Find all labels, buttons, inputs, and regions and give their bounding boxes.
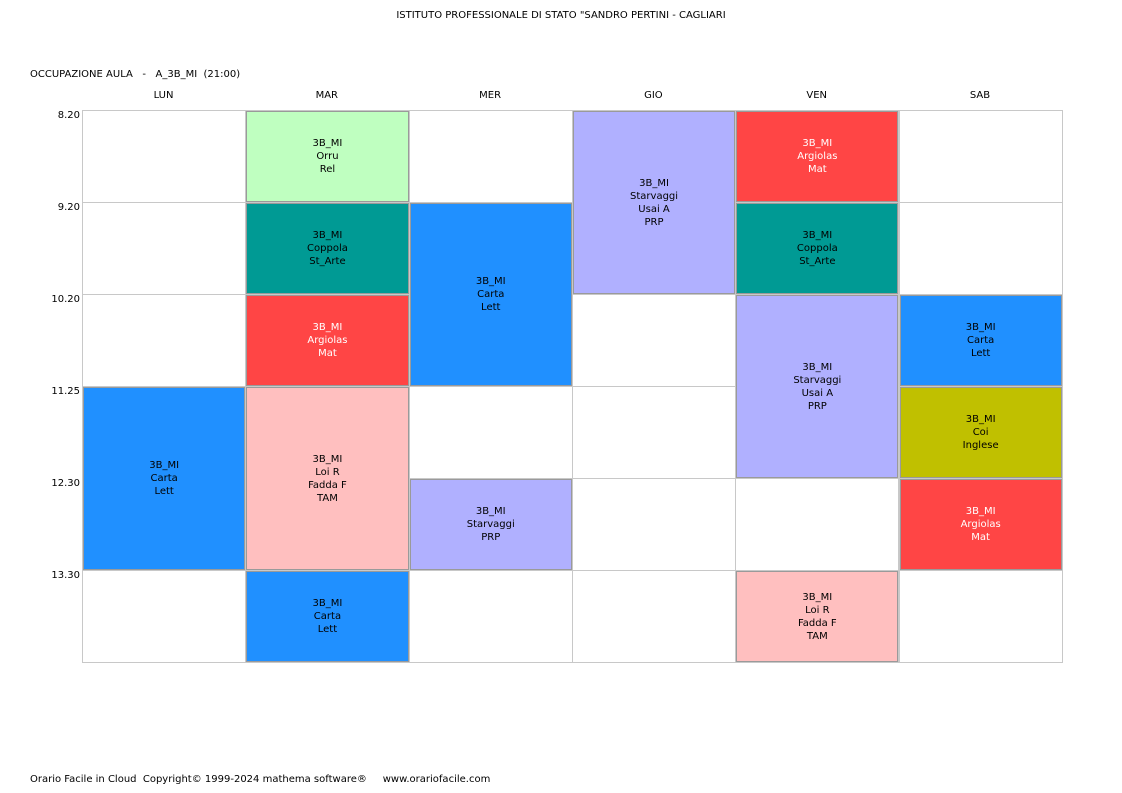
lesson-line: Starvaggi — [793, 374, 842, 386]
lesson-block: 3B_MI Carta Lett — [246, 571, 409, 662]
lesson-line: Carta — [967, 335, 995, 346]
day-header-gio: GIO — [644, 90, 663, 101]
time-label: 12.30 — [51, 478, 80, 489]
empty-slot — [82, 202, 247, 295]
empty-slot — [82, 294, 247, 387]
lesson-line: Coppola — [796, 243, 838, 254]
lesson-line: Lett — [154, 486, 174, 497]
lesson-line: 3B_MI — [965, 506, 996, 517]
lesson-line: Starvaggi — [466, 519, 515, 530]
lesson-line: 3B_MI — [639, 177, 669, 189]
empty-slot — [82, 110, 247, 203]
lesson-block: 3B_MI Carta Lett — [83, 387, 246, 570]
lesson-block: 3B_MI Starvaggi Usai A PRP — [736, 295, 899, 478]
time-label: 13.30 — [51, 570, 80, 581]
empty-slot — [898, 570, 1063, 663]
lesson-line: 3B_MI — [802, 591, 833, 603]
lesson-block: 3B_MI Coppola St_Arte — [246, 203, 409, 294]
lesson-line: 3B_MI — [312, 598, 343, 609]
lesson-block: 3B_MI Loi R Fadda F TAM — [736, 571, 899, 662]
lesson-line: TAM — [317, 492, 338, 504]
lesson-line: 3B_MI — [475, 276, 506, 287]
empty-slot — [82, 570, 247, 663]
lesson-line: 3B_MI — [475, 506, 506, 517]
lesson-line: Usai A — [638, 203, 670, 215]
lesson-block: 3B_MI Starvaggi PRP — [409, 479, 572, 570]
lesson-line: 3B_MI — [312, 138, 343, 149]
school-title: ISTITUTO PROFESSIONALE DI STATO "SANDRO … — [396, 10, 726, 21]
day-header-lun: LUN — [153, 90, 174, 101]
lesson-block: 3B_MI Loi R Fadda F TAM — [246, 387, 409, 570]
lesson-line: 3B_MI — [965, 414, 996, 425]
lesson-line: Starvaggi — [630, 190, 679, 202]
lesson-block: 3B_MI Argiolas Mat — [246, 295, 409, 386]
lesson-line: 3B_MI — [149, 460, 180, 471]
lesson-block: 3B_MI Starvaggi Usai A PRP — [572, 111, 736, 294]
time-label: 10.20 — [51, 294, 80, 305]
lesson-line: 3B_MI — [312, 230, 343, 241]
time-label: 9.20 — [57, 202, 80, 213]
lesson-line: Carta — [477, 289, 505, 300]
lesson-block: 3B_MI Argiolas Mat — [736, 111, 899, 202]
lesson-line: Argiolas — [960, 519, 1001, 530]
lesson-line: Carta — [150, 473, 178, 484]
lesson-line: 3B_MI — [965, 322, 996, 333]
lesson-line: PRP — [481, 532, 501, 543]
lesson-line: 3B_MI — [312, 322, 343, 333]
lesson-line: Argiolas — [307, 335, 348, 346]
lesson-line: Loi R — [315, 466, 340, 478]
lesson-line: Fadda F — [308, 479, 347, 491]
lesson-line: PRP — [644, 216, 664, 228]
lesson-line: Argiolas — [797, 151, 838, 162]
lesson-block: 3B_MI Carta Lett — [409, 203, 572, 386]
lesson-line: Carta — [313, 611, 342, 622]
lesson-block: 3B_MI Orru Rel — [246, 111, 409, 202]
time-label: 11.25 — [51, 386, 80, 397]
lesson-line: 3B_MI — [802, 361, 833, 373]
empty-slot — [898, 110, 1063, 203]
lesson-line: Usai A — [801, 387, 834, 399]
lesson-line: Lett — [481, 302, 501, 313]
day-header-mer: MER — [479, 90, 502, 101]
day-header-sab: SAB — [969, 90, 991, 101]
footer-copyright: Orario Facile in Cloud Copyright© 1999-2… — [30, 774, 491, 785]
empty-slot — [408, 386, 573, 479]
lesson-line: PRP — [807, 400, 827, 412]
time-label: 8.20 — [57, 110, 80, 121]
lesson-line: TAM — [806, 630, 828, 642]
lesson-line: Coppola — [307, 243, 348, 254]
lesson-line: Mat — [807, 164, 827, 175]
empty-slot — [408, 110, 573, 203]
lesson-line: Loi R — [805, 604, 830, 616]
lesson-block: 3B_MI Coi Inglese — [899, 387, 1062, 478]
lesson-line: St_Arte — [799, 256, 836, 267]
empty-slot — [408, 570, 573, 663]
lesson-block: 3B_MI Argiolas Mat — [899, 479, 1062, 570]
lesson-line: 3B_MI — [312, 453, 343, 465]
lesson-line: Inglese — [962, 440, 999, 451]
lesson-line: Lett — [970, 348, 991, 359]
lesson-block: 3B_MI Coppola St_Arte — [736, 203, 899, 294]
lesson-line: Fadda F — [797, 617, 837, 629]
lesson-line: St_Arte — [309, 256, 346, 267]
empty-slot — [735, 478, 900, 571]
empty-slot — [571, 570, 737, 663]
lesson-line: Coi — [972, 427, 989, 438]
lesson-line: Mat — [971, 532, 990, 543]
lesson-line: 3B_MI — [802, 230, 833, 241]
day-header-mar: MAR — [315, 90, 338, 101]
empty-slot — [571, 386, 737, 479]
lesson-line: Mat — [318, 348, 337, 359]
lesson-line: Orru — [316, 151, 339, 162]
lesson-line: 3B_MI — [802, 138, 833, 149]
lesson-line: Lett — [317, 624, 338, 635]
empty-slot — [898, 202, 1063, 295]
day-header-ven: VEN — [806, 90, 827, 101]
empty-slot — [571, 478, 737, 571]
empty-slot — [571, 294, 737, 387]
lesson-block: 3B_MI Carta Lett — [899, 295, 1062, 386]
room-occupation-title: OCCUPAZIONE AULA - A_3B_MI (21:00) — [30, 69, 241, 80]
lesson-line: Rel — [319, 164, 336, 175]
